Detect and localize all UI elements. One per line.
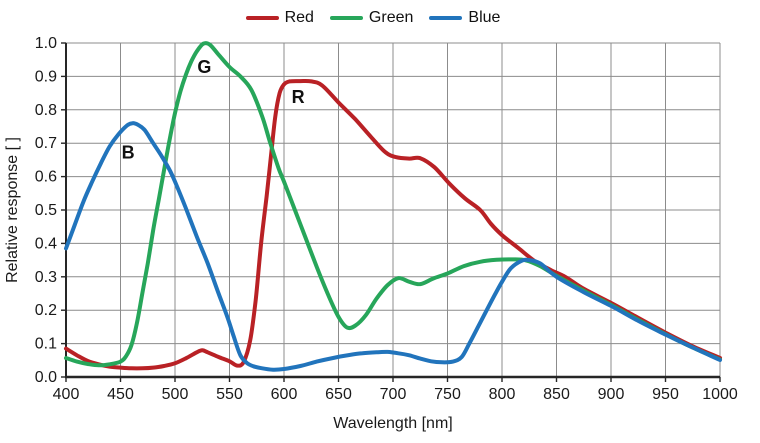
- grid-lines: [65, 42, 721, 378]
- y-tick-label: 0.7: [35, 135, 57, 152]
- x-tick-label: 850: [543, 386, 570, 403]
- y-tick-label: 0.4: [35, 235, 57, 252]
- x-tick-label: 800: [489, 386, 516, 403]
- y-tick-label: 0.3: [35, 269, 57, 286]
- curve-label-R: R: [292, 87, 305, 107]
- blue-line-swatch: [429, 16, 463, 20]
- tick-labels: 400 450 500 550 600 650 700 750 800 850 900 950 1000…: [35, 35, 738, 403]
- x-tick-label: 600: [271, 386, 298, 403]
- red-line-swatch: [245, 16, 279, 20]
- series-curve-red: [64, 78, 722, 371]
- legend-label-blue: Blue: [468, 9, 501, 26]
- x-tick-label: 950: [652, 386, 679, 403]
- y-tick-label: 0.1: [35, 336, 57, 353]
- data-curves: [64, 41, 722, 372]
- x-tick-label: 750: [434, 386, 461, 403]
- legend-label-red: Red: [284, 9, 314, 26]
- legend-label-green: Green: [368, 9, 414, 26]
- series-curve-blue: [64, 121, 722, 372]
- series-curve-green: [64, 41, 722, 368]
- y-tick-label: 0.0: [35, 369, 57, 386]
- y-tick-label: 0.9: [35, 68, 57, 85]
- y-axis-title: Relative response [ ]: [4, 137, 21, 283]
- x-tick-label: 400: [53, 386, 80, 403]
- y-tick-label: 0.6: [35, 169, 57, 186]
- x-tick-label: 550: [216, 386, 243, 403]
- y-tick-label: 0.5: [35, 202, 57, 219]
- legend-item-blue: Blue: [429, 10, 500, 26]
- y-tick-label: 0.8: [35, 102, 57, 119]
- chart-legend: Red Green Blue: [0, 5, 746, 31]
- curve-label-B: B: [122, 143, 135, 163]
- x-tick-label: 650: [325, 386, 352, 403]
- x-tick-label: 700: [380, 386, 407, 403]
- x-tick-label: 900: [598, 386, 625, 403]
- green-line-swatch: [329, 16, 363, 20]
- legend-item-green: Green: [329, 9, 414, 26]
- curve-letter-labels: B G R: [122, 57, 305, 163]
- y-tick-label: 0.2: [35, 302, 57, 319]
- x-axis-title: Wavelength [nm]: [333, 415, 452, 432]
- x-tick-label: 500: [162, 386, 189, 403]
- axis-ticks: [61, 42, 721, 382]
- legend-item-red: Red: [245, 9, 314, 26]
- x-tick-label: 1000: [702, 386, 738, 403]
- x-tick-label: 450: [107, 386, 134, 403]
- y-tick-label: 1.0: [35, 35, 57, 52]
- curve-label-G: G: [197, 57, 211, 77]
